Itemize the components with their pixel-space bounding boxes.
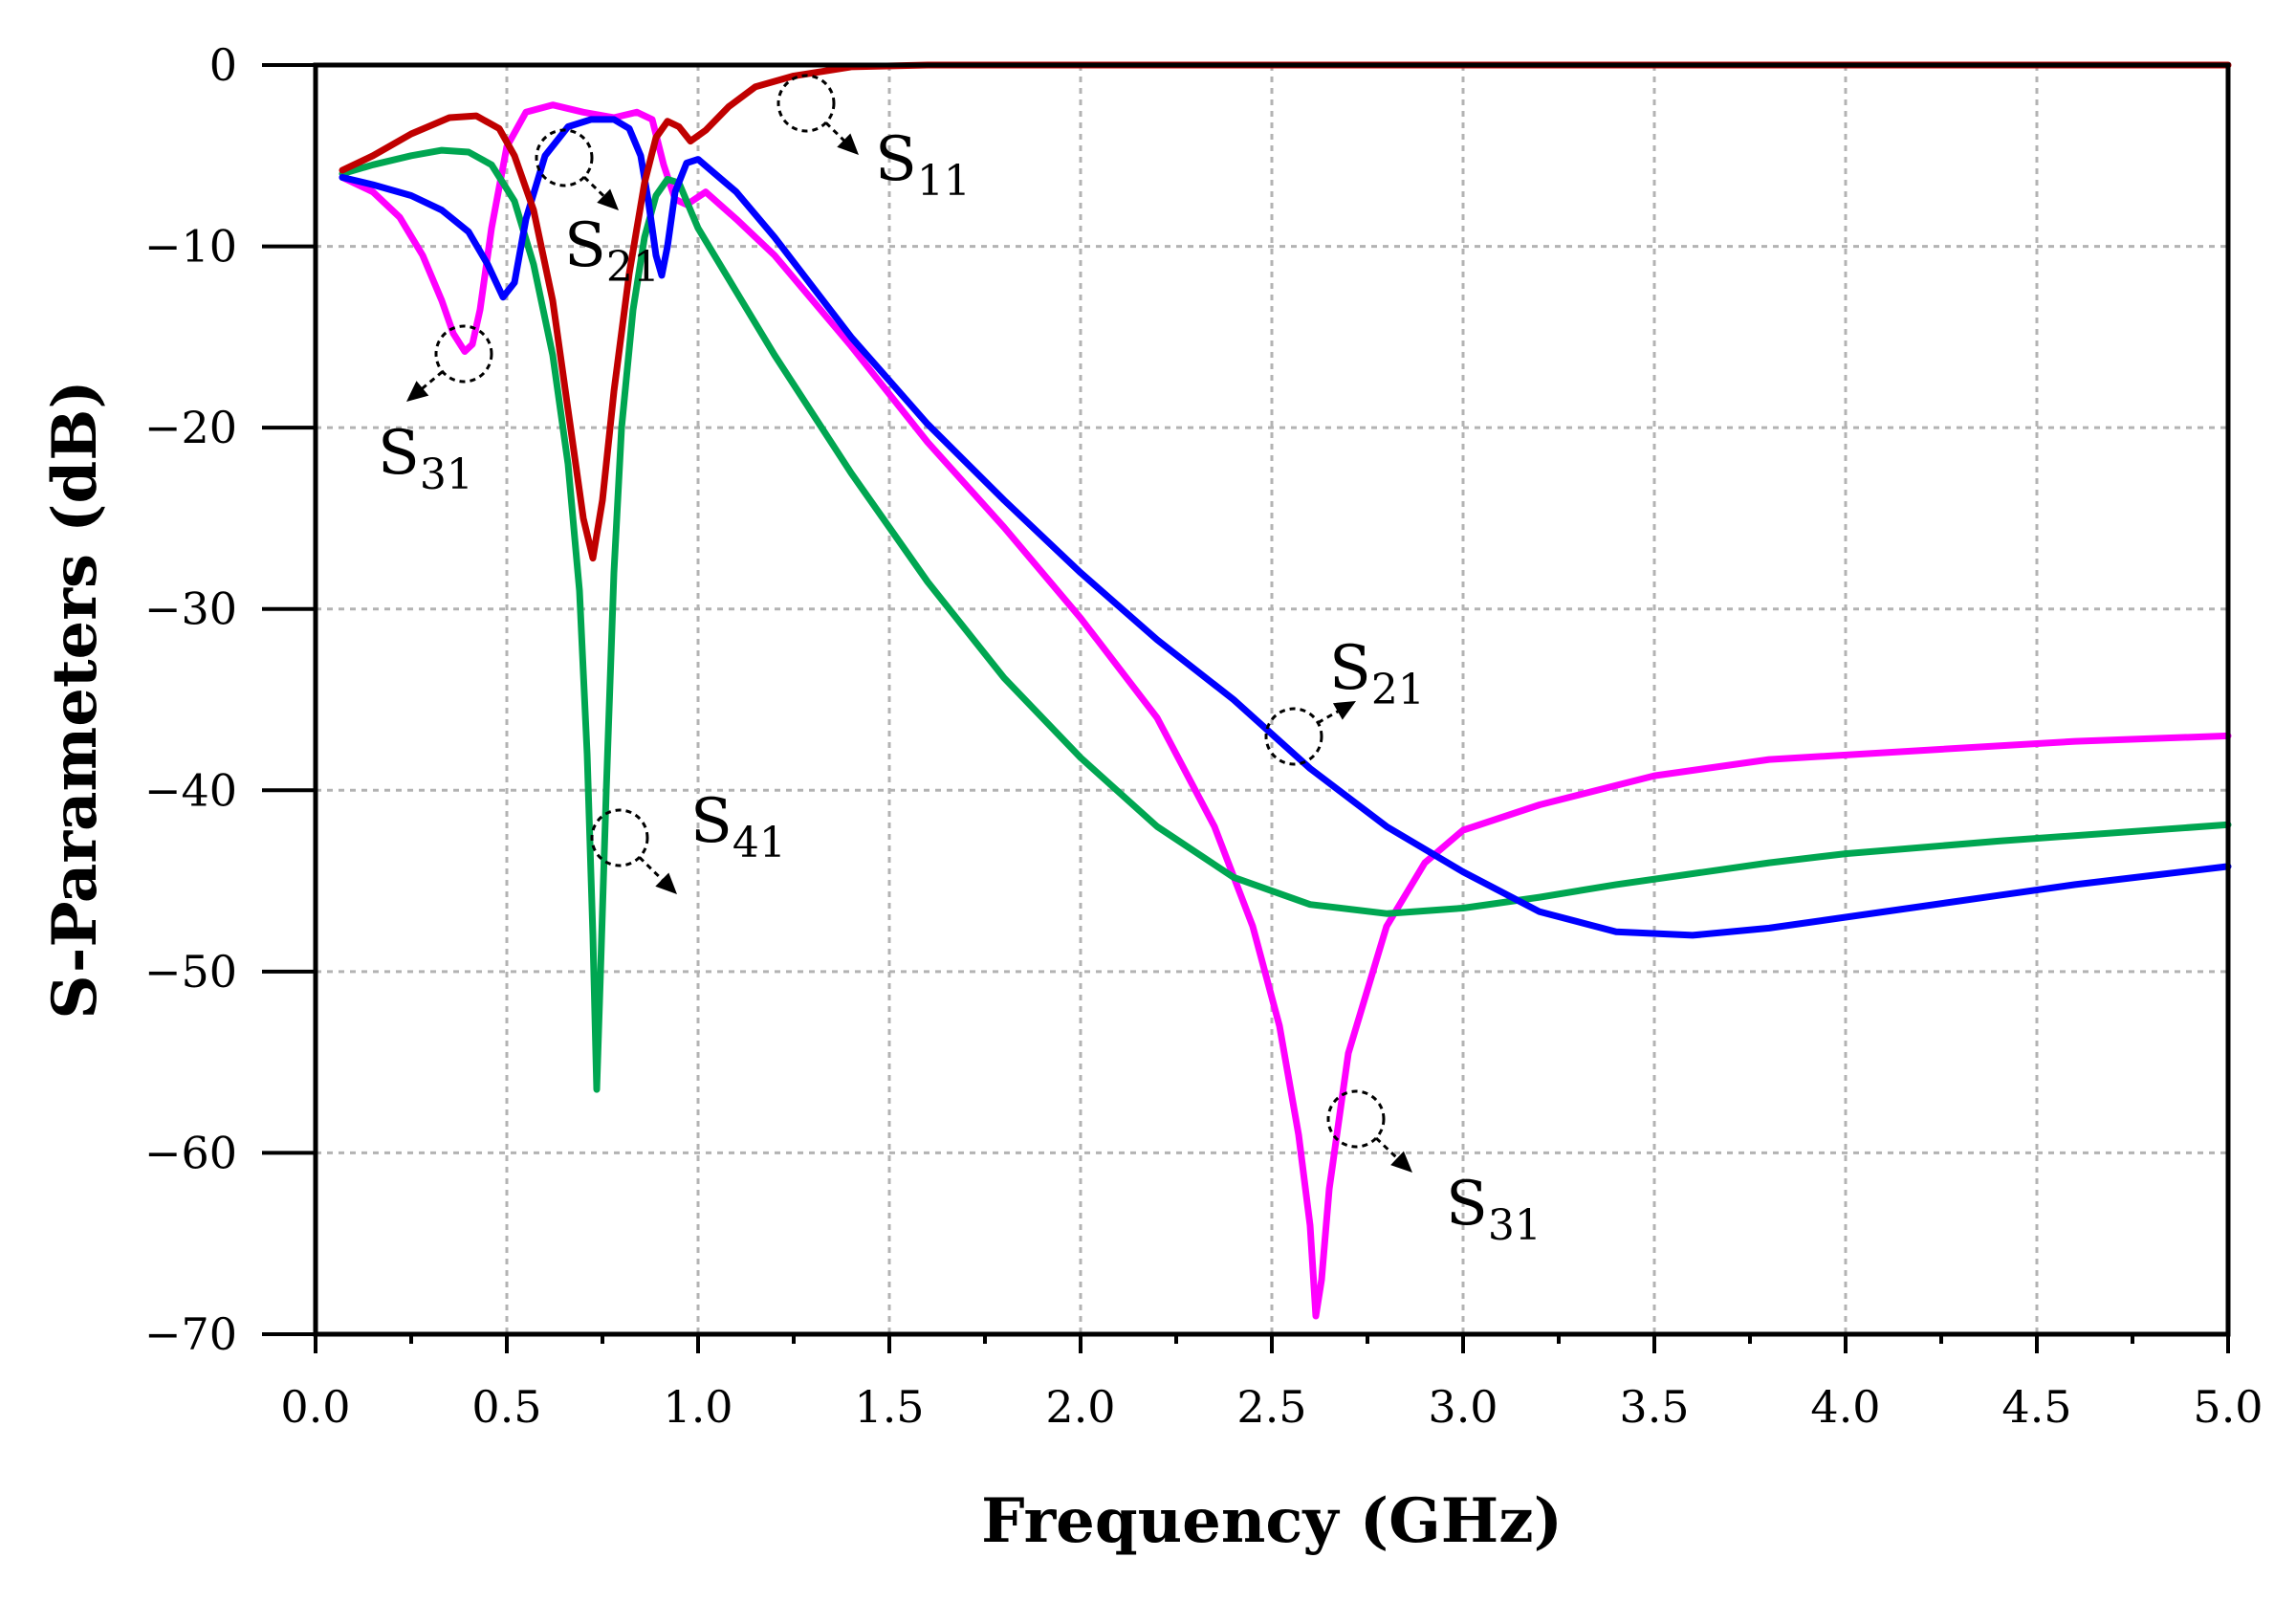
- annotation-s11: S11: [776, 74, 971, 206]
- annotation-arrowhead: [1332, 701, 1356, 720]
- series-line-s21: [339, 116, 2232, 939]
- annotation-circle: [776, 74, 836, 133]
- x-tick-label: 0.0: [280, 1381, 350, 1433]
- y-tick-label: −20: [144, 402, 237, 453]
- annotation-circle: [590, 808, 649, 867]
- annotation-s31: S31: [1326, 1089, 1542, 1250]
- grid: [316, 65, 2228, 1334]
- y-tick-label: −70: [144, 1308, 237, 1360]
- x-tick-label: 4.5: [2001, 1381, 2071, 1433]
- series-line-s11: [339, 61, 2232, 562]
- x-tick-label: 2.0: [1045, 1381, 1115, 1433]
- annotation-s21: S21: [1264, 633, 1425, 766]
- axis-ticks: 0.0 0.5 1.0 1.5 2.0 2.5 3.0 3.5 4.0 4.5 5.0 0 −10 −20…: [144, 39, 2263, 1433]
- annotation-s21: S21: [535, 128, 660, 292]
- annotation-s31: S31: [378, 324, 493, 499]
- y-tick-label: −40: [144, 764, 237, 816]
- x-tick-label: 1.5: [854, 1381, 924, 1433]
- annotation-circle: [535, 128, 594, 187]
- annotation-arrowhead: [1390, 1151, 1412, 1173]
- series-line-s31: [339, 101, 2232, 1320]
- annotation-arrowhead: [597, 188, 619, 210]
- x-tick-label: 0.5: [471, 1381, 541, 1433]
- annotation-label: S31: [1446, 1169, 1542, 1250]
- annotation-label: S21: [1329, 633, 1425, 714]
- y-tick-label: 0: [209, 39, 237, 91]
- x-axis-title: Frequency (GHz): [981, 1485, 1563, 1557]
- x-tick-label: 5.0: [2193, 1381, 2263, 1433]
- annotation-label: S11: [875, 124, 971, 206]
- annotation-circle: [1264, 707, 1323, 766]
- annotation-label: S21: [564, 210, 660, 292]
- x-tick-label: 1.0: [663, 1381, 733, 1433]
- annotation-circle: [1326, 1089, 1386, 1149]
- y-axis-title: S-Parameters (dB): [39, 380, 111, 1019]
- series-line-s41: [339, 146, 2232, 1093]
- annotation-arrow-line: [415, 370, 444, 395]
- annotation-circle: [434, 324, 493, 384]
- annotation-label: S41: [690, 786, 786, 867]
- annotation-label: S31: [378, 418, 473, 499]
- annotation-arrowhead: [406, 381, 429, 402]
- x-tick-label: 3.0: [1428, 1381, 1498, 1433]
- annotation-arrow-line: [824, 121, 851, 147]
- annotation-arrowhead: [655, 872, 677, 894]
- x-tick-label: 2.5: [1236, 1381, 1306, 1433]
- annotation-s41: S41: [590, 786, 786, 894]
- y-tick-label: −60: [144, 1127, 237, 1178]
- annotation-arrowhead: [837, 133, 859, 155]
- y-tick-label: −30: [144, 583, 237, 635]
- y-tick-label: −50: [144, 946, 237, 998]
- y-tick-label: −10: [144, 221, 237, 273]
- x-tick-label: 3.5: [1619, 1381, 1689, 1433]
- x-tick-label: 4.0: [1810, 1381, 1880, 1433]
- annotations: S11 S21 S31 S41 S21 S31: [378, 74, 1542, 1250]
